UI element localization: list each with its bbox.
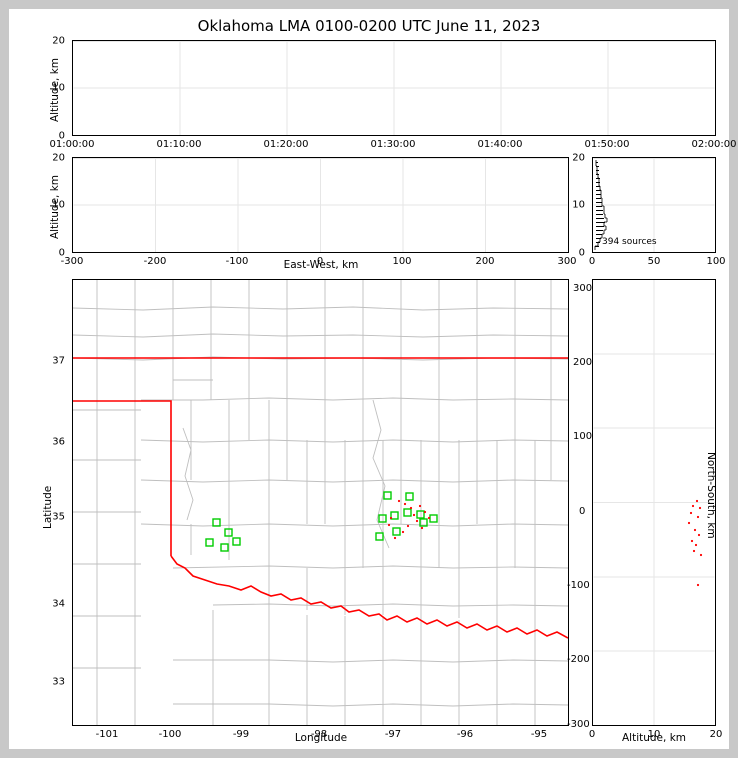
- ax5-ytick-0: 0: [579, 506, 586, 517]
- ax1-xtick-6: 02:00:00: [691, 139, 737, 150]
- ax4-xtick-100: -100: [158, 729, 182, 740]
- ax1-xtick-2: 01:20:00: [263, 139, 309, 150]
- ax2-xlabel: East-West, km: [283, 259, 359, 271]
- ax5-ytick-100: 100: [573, 431, 593, 442]
- ax2-xtick-2: -100: [225, 256, 249, 267]
- altitude-histogram-plot-area: [593, 158, 715, 252]
- ax5-ytick-200: 200: [573, 357, 593, 368]
- ax4-ytick-33: 33: [52, 676, 65, 688]
- ax4-ytick-35: 35: [52, 511, 65, 523]
- ax4-xlabel: Longitude: [294, 732, 348, 744]
- ax5-ytick-300: 300: [573, 283, 593, 294]
- ax5-xtick-10: 10: [647, 729, 661, 740]
- ax3-ytick-20: 20: [572, 152, 585, 164]
- ax4-xtick-101: -101: [95, 729, 119, 740]
- ax2-ytick-0: 0: [58, 247, 65, 259]
- ax4-xtick-97: -97: [384, 729, 402, 740]
- ax2-xtick-5: 200: [475, 256, 495, 267]
- ax5-ytick-m200: -200: [567, 654, 590, 665]
- county-borders: [73, 280, 568, 725]
- lightning-sources-ns: [687, 499, 703, 587]
- ax5-ytick-m100: -100: [567, 580, 590, 591]
- ax4-ytick-36: 36: [52, 436, 65, 448]
- ax3-ytick-10: 10: [572, 199, 585, 211]
- ax4-xtick-96: -96: [456, 729, 474, 740]
- map-plot-area: [73, 280, 568, 725]
- east-west-height-plot-area: [73, 158, 568, 252]
- ax1-xtick-1: 01:10:00: [156, 139, 202, 150]
- ax4-xtick-98: -98: [310, 729, 328, 740]
- ax2-xtick-3: 0: [316, 256, 324, 267]
- ax5-ylabel-right: North-South, km: [705, 452, 717, 539]
- ax2-ytick-20: 20: [52, 152, 65, 164]
- figure-canvas: Oklahoma LMA 0100-0200 UTC June 11, 2023…: [9, 9, 736, 749]
- ax1-ytick-20: 20: [52, 35, 65, 47]
- ax2-xtick-1: -200: [143, 256, 167, 267]
- ax1-ytick-0: 0: [58, 130, 65, 142]
- ax4-ylabel: Latitude: [42, 485, 54, 529]
- figure-title: Oklahoma LMA 0100-0200 UTC June 11, 2023: [197, 17, 541, 35]
- ax1-xtick-0: 01:00:00: [49, 139, 95, 150]
- ax4-xtick-99: -99: [232, 729, 250, 740]
- ax4-xtick-95: -95: [530, 729, 548, 740]
- ax5-xtick-0: 0: [588, 729, 596, 740]
- ax3-xtick-100: 100: [706, 256, 726, 267]
- altitude-histogram-panel: [592, 157, 716, 253]
- altitude-north-south-panel: [592, 279, 716, 726]
- ax1-xtick-5: 01:50:00: [584, 139, 630, 150]
- source-count-annotation: 394 sources: [602, 237, 657, 247]
- ax3-xtick-50: 50: [647, 256, 661, 267]
- east-west-height-panel: [72, 157, 569, 253]
- ax4-ytick-37: 37: [52, 355, 65, 367]
- ax1-xtick-3: 01:30:00: [370, 139, 416, 150]
- state-borders: [73, 357, 568, 639]
- ax1-xtick-4: 01:40:00: [477, 139, 523, 150]
- altitude-ns-plot-area: [593, 280, 715, 725]
- ax2-xtick-4: 100: [392, 256, 412, 267]
- ax5-xlabel: Altitude, km: [621, 732, 686, 744]
- lma-stations: [205, 491, 438, 552]
- map-plan-view-panel: [72, 279, 569, 726]
- ax3-ytick-0: 0: [578, 247, 585, 259]
- ax2-xtick-0: -300: [60, 256, 84, 267]
- time-height-plot-area: [73, 41, 715, 135]
- ax2-ytick-10: 10: [52, 199, 65, 211]
- time-height-panel: [72, 40, 716, 136]
- ax1-ytick-10: 10: [52, 82, 65, 94]
- ax3-xtick-0: 0: [588, 256, 596, 267]
- lightning-sources: [387, 499, 431, 540]
- ax2-xtick-6: 300: [557, 256, 577, 267]
- ax4-ytick-34: 34: [52, 598, 65, 610]
- ax5-ytick-m300: -300: [567, 719, 590, 730]
- ax5-xtick-20: 20: [709, 729, 723, 740]
